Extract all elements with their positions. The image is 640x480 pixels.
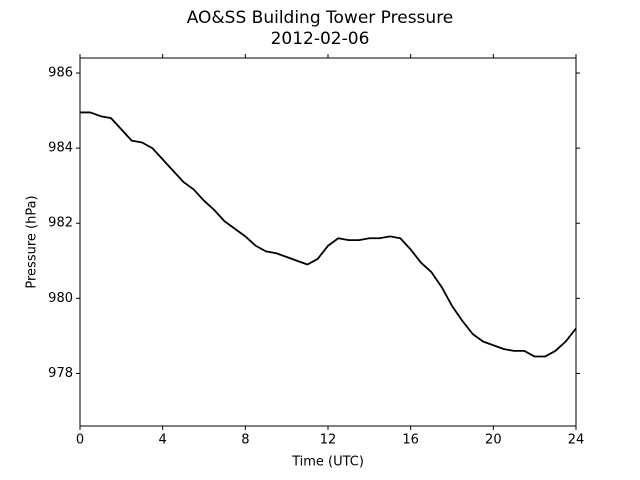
y-tick-label: 978: [48, 366, 73, 381]
plot-frame: [79, 57, 577, 427]
x-tick-label: 8: [241, 433, 249, 448]
x-tick-label: 20: [485, 433, 502, 448]
y-tick-label: 986: [48, 66, 73, 81]
y-tick-label: 984: [48, 141, 73, 156]
y-tick-label: 980: [48, 291, 73, 306]
y-tick-label: 982: [48, 216, 73, 231]
x-tick-label: 0: [76, 433, 84, 448]
x-tick-label: 24: [568, 433, 585, 448]
y-axis-label: Pressure (hPa): [25, 195, 40, 288]
data-line: [80, 111, 577, 358]
chart-title: AO&SS Building Tower Pressure: [187, 8, 454, 28]
x-axis-label: Time (UTC): [291, 455, 364, 470]
x-tick-label: 16: [402, 433, 419, 448]
chart-subtitle: 2012-02-06: [271, 29, 370, 49]
x-tick-label: 12: [320, 433, 337, 448]
x-tick-label: 4: [159, 433, 167, 448]
